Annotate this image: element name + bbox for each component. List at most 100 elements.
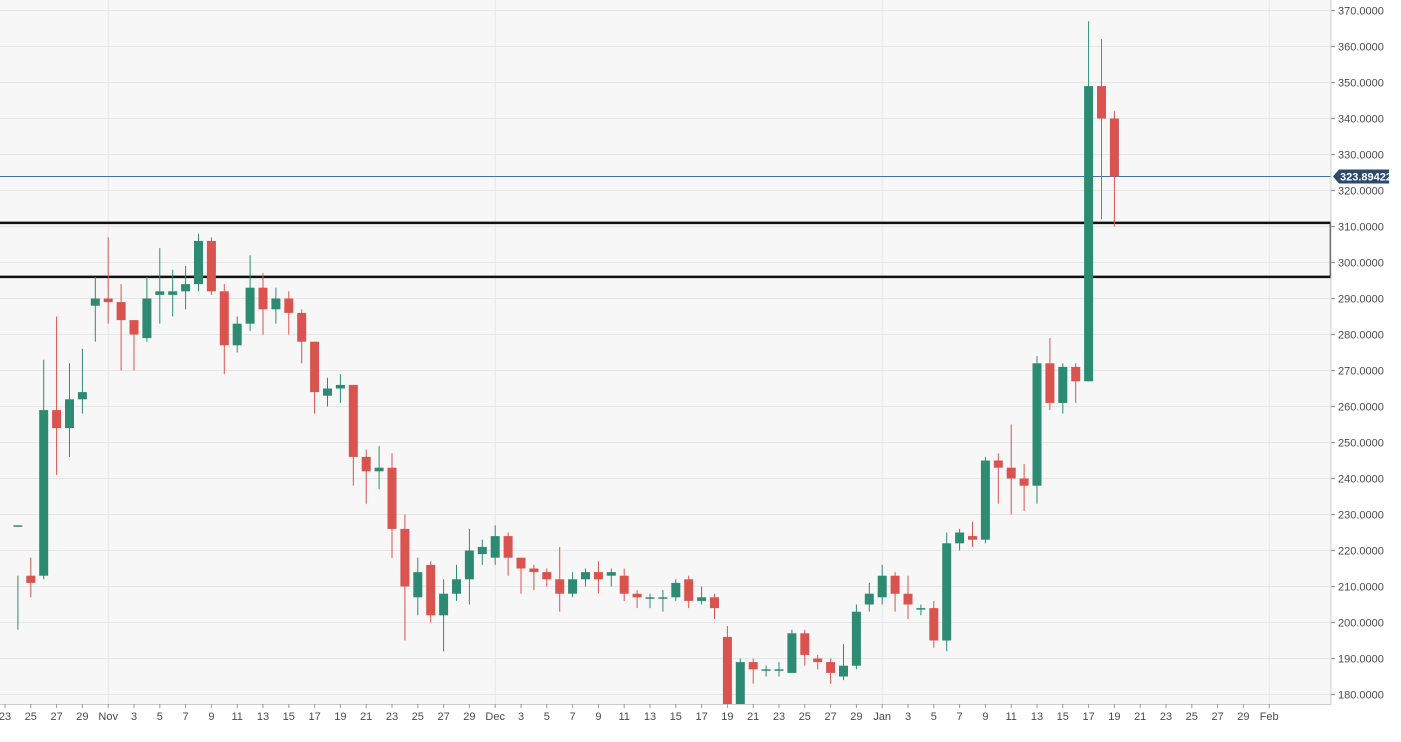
candle-down xyxy=(903,575,913,619)
y-tick-label: 210.0000 xyxy=(1338,582,1384,594)
candle-down xyxy=(1071,363,1081,403)
current-price-tag: 323.89422 xyxy=(1333,169,1392,184)
candle-body xyxy=(722,636,732,706)
x-tick-label: 13 xyxy=(257,711,269,723)
candle-up xyxy=(1032,356,1042,504)
candle-down xyxy=(503,532,513,576)
candle-body xyxy=(890,575,900,594)
candle-down xyxy=(348,384,358,486)
x-tick-label: 5 xyxy=(157,711,163,723)
candle-body xyxy=(568,579,578,594)
y-tick-label: 270.0000 xyxy=(1338,366,1384,378)
candle-body xyxy=(439,593,449,616)
x-tick-label: 29 xyxy=(76,711,88,723)
y-tick-label: 330.0000 xyxy=(1338,150,1384,162)
candle-down xyxy=(555,546,565,612)
candle-down xyxy=(103,237,113,324)
candle-body xyxy=(271,298,281,310)
candle-body xyxy=(129,320,139,335)
candle-up xyxy=(335,374,345,403)
candle-body xyxy=(65,399,74,429)
candle-body xyxy=(516,557,526,569)
candle-down xyxy=(710,593,719,619)
x-tick-label: 15 xyxy=(283,711,295,723)
candle-body xyxy=(168,291,178,295)
candle-body xyxy=(877,575,887,598)
y-tick-label: 200.0000 xyxy=(1338,618,1384,630)
x-tick-label: 3 xyxy=(131,711,137,723)
candle-up xyxy=(65,363,74,457)
candle-body xyxy=(942,543,952,641)
y-tick-label: 370.0000 xyxy=(1338,6,1384,18)
x-tick-label: 9 xyxy=(208,711,214,723)
y-tick-label: 290.0000 xyxy=(1338,294,1384,306)
x-tick-label: 17 xyxy=(695,711,707,723)
candle-body xyxy=(619,575,629,594)
candle-down xyxy=(426,561,436,623)
candle-down xyxy=(1109,111,1119,227)
x-tick-label: 15 xyxy=(670,711,682,723)
x-tick-label: Jan xyxy=(873,711,891,723)
candle-body xyxy=(387,467,397,529)
candle-body xyxy=(671,582,681,598)
candle-down xyxy=(748,658,758,684)
candle-down xyxy=(929,600,939,648)
candle-body xyxy=(980,460,990,540)
x-tick-label: 17 xyxy=(1082,711,1094,723)
x-tick-label: 25 xyxy=(25,711,37,723)
candle-body xyxy=(1006,467,1016,479)
candle-down xyxy=(219,284,229,375)
candle-body xyxy=(800,633,810,655)
candle-up xyxy=(452,564,461,601)
candle-body xyxy=(748,662,758,670)
candle-body xyxy=(284,298,294,313)
candle-body xyxy=(864,593,874,605)
candle-up xyxy=(142,276,152,342)
candle-down xyxy=(813,654,823,670)
candle-body xyxy=(684,579,694,601)
candle-down xyxy=(400,514,410,641)
candle-body xyxy=(206,240,216,292)
candle-down xyxy=(1006,424,1016,515)
x-tick-label: 23 xyxy=(1160,711,1172,723)
candle-up xyxy=(194,233,203,292)
candle-body xyxy=(761,669,771,671)
candle-body xyxy=(297,312,307,342)
x-tick-label: 23 xyxy=(0,711,11,723)
candle-up xyxy=(477,539,487,565)
candle-body xyxy=(697,597,707,601)
candle-body xyxy=(1109,118,1119,177)
y-tick-label: 340.0000 xyxy=(1338,114,1384,126)
x-tick-label: 11 xyxy=(231,711,242,723)
y-axis-panel xyxy=(1331,0,1401,737)
candle-down xyxy=(1045,338,1055,411)
candle-body xyxy=(258,287,268,310)
x-tick-label: 25 xyxy=(412,711,424,723)
candle-body xyxy=(774,669,784,671)
candle-up xyxy=(1058,363,1068,414)
candle-down xyxy=(968,521,977,547)
candle-down xyxy=(593,561,603,594)
candle-body xyxy=(903,593,913,605)
candle-down xyxy=(1019,464,1029,511)
candle-body xyxy=(593,572,603,580)
candle-body xyxy=(194,240,203,285)
y-tick-label: 220.0000 xyxy=(1338,546,1384,558)
candle-body xyxy=(335,384,345,389)
y-tick-label: 260.0000 xyxy=(1338,402,1384,414)
x-tick-label: 29 xyxy=(850,711,862,723)
x-tick-label: 21 xyxy=(747,711,759,723)
y-tick-label: 250.0000 xyxy=(1338,438,1384,450)
candle-body xyxy=(813,658,823,663)
candle-body xyxy=(323,388,332,396)
candle-down xyxy=(284,291,294,335)
candle-up xyxy=(864,582,874,612)
candle-up xyxy=(232,316,242,353)
candle-up xyxy=(761,665,771,677)
x-tick-label: 5 xyxy=(544,711,550,723)
x-axis: 23 25 27 29 Nov 3 5 7 9 11 13 15 17 19 21 23 25 27 29 Dec 3 5… xyxy=(0,704,1279,723)
x-tick-label: 27 xyxy=(50,711,62,723)
x-tick-label: 13 xyxy=(1031,711,1043,723)
candle-body xyxy=(529,568,539,573)
